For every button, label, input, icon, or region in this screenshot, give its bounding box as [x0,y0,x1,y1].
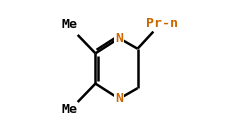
Text: N: N [115,92,123,105]
Text: N: N [115,32,123,45]
Text: Me: Me [62,103,78,116]
Text: Me: Me [62,18,78,31]
Text: Pr-n: Pr-n [146,17,178,30]
